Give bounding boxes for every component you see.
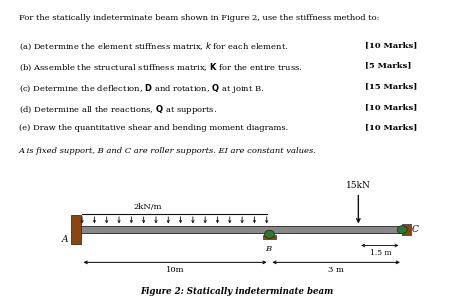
Text: C: C xyxy=(411,225,419,234)
Text: 3 m: 3 m xyxy=(328,266,344,275)
Bar xyxy=(71,215,81,244)
Text: (d) Determine all the reactions, $\mathbf{Q}$ at supports.: (d) Determine all the reactions, $\mathb… xyxy=(19,103,217,116)
Text: 10m: 10m xyxy=(166,266,184,275)
Text: (a) Determine the element stiffness matrix, $k$ for each element.: (a) Determine the element stiffness matr… xyxy=(19,41,288,52)
Text: Figure 2: Statically indeterminate beam: Figure 2: Statically indeterminate beam xyxy=(140,287,334,296)
Text: [10 Marks]: [10 Marks] xyxy=(365,41,417,49)
Text: (c) Determine the deflection, $\mathbf{D}$ and rotation, $\mathbf{Q}$ at joint B: (c) Determine the deflection, $\mathbf{D… xyxy=(19,82,264,95)
Bar xyxy=(402,224,410,235)
Bar xyxy=(263,235,276,240)
Text: [10 Marks]: [10 Marks] xyxy=(365,103,417,111)
Text: A: A xyxy=(62,235,68,244)
Text: (e) Draw the quantitative shear and bending moment diagrams.: (e) Draw the quantitative shear and bend… xyxy=(19,124,288,132)
Circle shape xyxy=(264,230,274,238)
Circle shape xyxy=(397,226,407,234)
Text: [15 Marks]: [15 Marks] xyxy=(365,82,417,90)
Bar xyxy=(81,226,403,233)
Text: [10 Marks]: [10 Marks] xyxy=(365,124,417,132)
Text: 2kN/m: 2kN/m xyxy=(133,202,162,211)
Text: B: B xyxy=(265,246,271,254)
Text: [5 Marks]: [5 Marks] xyxy=(365,62,411,70)
Text: 1.5 m: 1.5 m xyxy=(370,249,392,257)
Text: 15kN: 15kN xyxy=(346,181,371,190)
Text: For the statically indeterminate beam shown in Figure 2, use the stiffness metho: For the statically indeterminate beam sh… xyxy=(19,14,380,22)
Text: A is fixed support, B and C are roller supports. EI are constant values.: A is fixed support, B and C are roller s… xyxy=(19,147,317,155)
Text: (b) Assemble the structural stiffness matrix, $\mathbf{K}$ for the entire truss.: (b) Assemble the structural stiffness ma… xyxy=(19,62,303,73)
